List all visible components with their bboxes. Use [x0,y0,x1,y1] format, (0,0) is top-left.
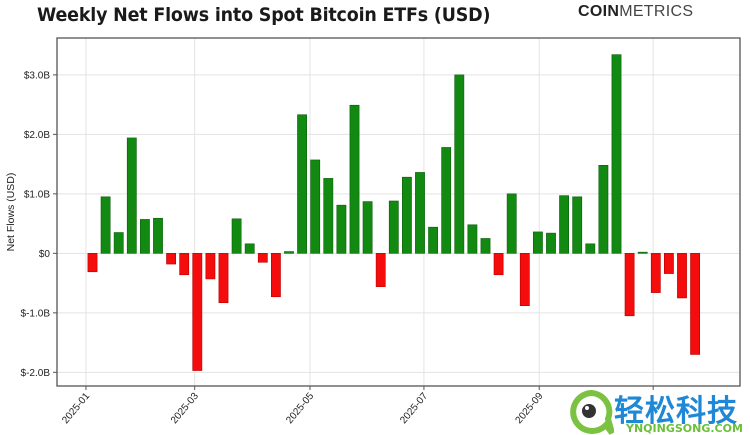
y-tick-label: $-1.0B [21,308,51,319]
y-axis-label: Net Flows (USD) [5,173,17,252]
bar [270,253,281,298]
y-tick-label: $3.0B [24,70,50,81]
bar [637,251,648,254]
x-tick-label: 2025-01 [60,391,92,427]
brand-light: METRICS [619,3,694,20]
bar [467,224,478,254]
bar [663,253,674,274]
coinmetrics-logo: COINMETRICS [578,3,693,21]
bar [506,193,517,254]
x-tick-label: 2025-09 [513,391,545,427]
x-tick-label: 2025-03 [169,391,201,427]
bar [323,178,334,254]
watermark-en-text: YNQINGSONG.COM [626,422,743,435]
bar [375,253,386,287]
bar [401,176,412,254]
bar [362,201,373,254]
bar [611,54,622,254]
bar [480,238,491,254]
bar [336,204,347,254]
bar [284,251,294,254]
x-axis: 2025-01 2025-03 2025-05 2025-07 2025-09 [60,386,654,427]
x-tick-label: 2025-07 [398,391,430,427]
bar [192,253,203,371]
bar [100,196,111,254]
bar [585,243,596,254]
bar [650,253,661,293]
bar [624,253,635,317]
x-tick-label: 2025-05 [284,391,316,427]
y-axis: $3.0B $2.0B $1.0B $0 $-1.0B $-2.0B [21,70,57,379]
watermark: 轻松科技 YNQINGSONG.COM [566,386,750,435]
y-tick-label: $0 [39,249,51,260]
bar [415,172,425,254]
bar [690,253,700,355]
bar [244,243,255,254]
bar [179,253,190,276]
bar [257,253,268,263]
bar [349,104,360,254]
y-tick-label: $-2.0B [21,368,51,379]
bar [532,231,543,254]
bar [598,165,609,254]
bar [166,253,176,265]
bar [428,226,438,254]
bar [205,253,216,280]
bar [388,200,399,254]
bar [87,253,98,273]
bar [441,147,452,254]
bar [310,159,321,254]
bar [493,253,504,276]
bar [677,253,687,299]
brand-bold: COIN [578,3,620,20]
plot-frame [56,37,741,387]
bar [231,218,242,254]
y-tick-label: $2.0B [24,130,50,141]
chart-title: Weekly Net Flows into Spot Bitcoin ETFs … [37,4,491,26]
bar [218,253,229,304]
bar [454,74,465,254]
bar [126,137,137,254]
bar [519,253,530,306]
bars [87,54,700,371]
y-tick-label: $1.0B [24,189,50,200]
bar [113,232,124,254]
watermark-cn-text: 轻松科技 [614,394,738,429]
bar [559,195,569,254]
bar [572,196,583,254]
bar [546,232,556,254]
watermark-eye-icon [570,389,614,435]
bar [297,114,307,254]
bar [140,219,150,254]
bar [153,217,163,254]
